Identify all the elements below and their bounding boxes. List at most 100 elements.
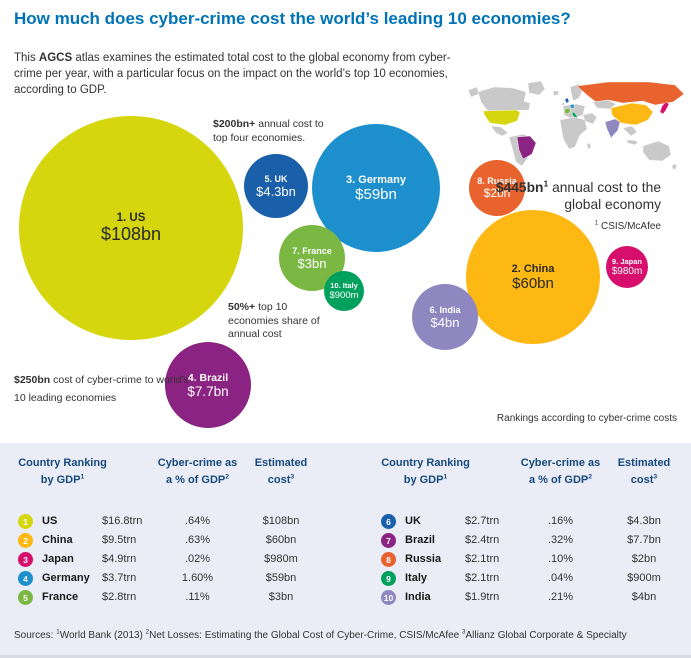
gdp-cell: $1.9trn bbox=[465, 591, 500, 603]
table-row: 8 Russia $2.1trn .10% $2bn bbox=[363, 552, 691, 568]
bubble-china: 2. China $60bn bbox=[466, 210, 600, 344]
bubble-italy-value: $900m bbox=[329, 290, 359, 301]
bubble-brazil-value: $7.7bn bbox=[187, 383, 229, 399]
gdp-cell: $2.4trn bbox=[465, 534, 500, 546]
rank-badge: 1 bbox=[18, 514, 33, 529]
table-row: 10 India $1.9trn .21% $4bn bbox=[363, 590, 691, 606]
table-left: Country Ranking by GDP1 Cyber-crime as a %… bbox=[0, 443, 345, 658]
map-iceland bbox=[552, 90, 560, 97]
map-japan bbox=[659, 101, 670, 115]
table-row: 1 US $16.8trn .64% $108bn bbox=[0, 514, 345, 530]
bubble-russia: 8. Russia $2bn bbox=[469, 160, 525, 216]
table-row: 5 France $2.8trn .11% $3bn bbox=[0, 590, 345, 606]
gdp-cell: $2.1trn bbox=[465, 553, 500, 565]
header-estimated-cost: Estimated cost3 bbox=[245, 455, 317, 488]
rank-badge: 4 bbox=[18, 571, 33, 586]
bubble-germany-value: $59bn bbox=[355, 185, 397, 203]
intro-bold: AGCS bbox=[38, 52, 73, 64]
bubble-china-label: 2. China bbox=[511, 262, 555, 275]
annotation-share-text: top 10 economies share of annual cost bbox=[228, 301, 320, 341]
pct-cell: .21% bbox=[547, 591, 574, 603]
header-pct-gdp-sup: 2 bbox=[225, 472, 230, 480]
sources-item-3: Allianz Global Corporate & Specialty bbox=[465, 630, 627, 641]
bubble-russia-value: $2bn bbox=[483, 186, 511, 200]
annotation-top4-text: annual cost to top four economies. bbox=[213, 118, 324, 144]
annotation-total-bold: $250bn bbox=[14, 374, 51, 386]
gdp-cell: $9.5trn bbox=[102, 534, 137, 546]
rank-badge: 9 bbox=[381, 571, 396, 586]
map-canada bbox=[477, 86, 531, 112]
cost-cell: $4bn bbox=[631, 591, 657, 603]
footnote-sup: 1 bbox=[594, 219, 599, 227]
cost-cell: $980m bbox=[264, 553, 298, 565]
gdp-cell: $16.8trn bbox=[102, 515, 143, 527]
table-row: 7 Brazil $2.4trn .32% $7.7bn bbox=[363, 533, 691, 549]
gdp-cell: $2.8trn bbox=[102, 591, 137, 603]
table-row: 2 China $9.5trn .63% $60bn bbox=[0, 533, 345, 549]
bubble-china-value: $60bn bbox=[512, 274, 554, 292]
country-cell: US bbox=[42, 515, 58, 527]
pct-cell: .02% bbox=[184, 553, 211, 565]
intro-pre: This bbox=[14, 52, 39, 64]
map-australia bbox=[642, 140, 672, 162]
sources-item-1: World Bank (2013) bbox=[59, 630, 146, 641]
annotation-global-bold: $445bn1 bbox=[495, 179, 548, 195]
map-se-asia bbox=[622, 125, 638, 137]
sources-sup-2: 2 bbox=[145, 628, 150, 636]
sources-sup-1: 1 bbox=[56, 628, 60, 636]
bubble-us-value: $108bn bbox=[100, 223, 162, 244]
annotation-global-text: annual cost to the global economy bbox=[548, 180, 661, 213]
header-estimated-cost-line1: Estimated bbox=[254, 457, 308, 469]
title-post: cost the world’s leading 10 economies? bbox=[245, 9, 571, 28]
bubble-italy: 10. Italy $900m bbox=[324, 271, 364, 311]
cost-cell: $4.3bn bbox=[627, 515, 661, 527]
annotation-top4: $200bn+ annual cost to top four economie… bbox=[213, 118, 341, 145]
country-cell: Italy bbox=[405, 572, 428, 584]
map-india bbox=[604, 118, 621, 139]
header-country-ranking-line2: by GDP bbox=[40, 473, 81, 486]
header-estimated-cost-sup: 3 bbox=[290, 472, 295, 480]
table-row: 6 UK $2.7trn .16% $4.3bn bbox=[363, 514, 691, 530]
header-pct-gdp-line2: a % of GDP bbox=[528, 473, 589, 486]
sources-item-2: Net Losses: Estimating the Global Cost o… bbox=[149, 630, 463, 641]
pct-cell: .32% bbox=[547, 534, 574, 546]
map-germany bbox=[569, 103, 575, 109]
table-row: 9 Italy $2.1trn .04% $900m bbox=[363, 571, 691, 587]
rank-badge: 3 bbox=[18, 552, 33, 567]
header-pct-gdp: Cyber-crime as a % of GDP2 bbox=[150, 455, 245, 488]
map-middle-east bbox=[582, 112, 598, 125]
title-pre: How much does bbox=[14, 9, 150, 28]
annotation-global-bold-text: $445bn bbox=[495, 180, 544, 195]
cost-cell: $7.7bn bbox=[627, 534, 661, 546]
bubble-india-label: 6. India bbox=[429, 304, 461, 315]
bubble-india: 6. India $4bn bbox=[412, 284, 478, 350]
header-estimated-cost: Estimated cost3 bbox=[608, 455, 680, 488]
gdp-cell: $4.9trn bbox=[102, 553, 137, 565]
country-cell: Germany bbox=[42, 572, 90, 584]
header-estimated-cost-line2: cost bbox=[630, 473, 654, 486]
country-cell: Russia bbox=[405, 553, 442, 565]
footnote-csis: 1 CSIS/McAfee bbox=[480, 219, 661, 232]
annotation-global: $445bn1 annual cost to the global econom… bbox=[480, 179, 661, 213]
annotation-total: $250bn cost of cyber-crime to world’s 10… bbox=[14, 371, 190, 408]
bubble-russia-label: 8. Russia bbox=[477, 176, 517, 186]
map-africa bbox=[559, 116, 588, 150]
cost-cell: $2bn bbox=[631, 553, 657, 565]
header-pct-gdp-line1: Cyber-crime as bbox=[520, 457, 601, 469]
page-title: How much does cyber-crime cost the world… bbox=[14, 9, 571, 29]
intro-text: This AGCS atlas examines the estimated t… bbox=[14, 50, 466, 98]
pct-cell: .16% bbox=[547, 515, 574, 527]
gdp-cell: $2.7trn bbox=[465, 515, 500, 527]
header-country-ranking: Country Ranking by GDP1 bbox=[10, 455, 115, 488]
bubble-germany: 3. Germany $59bn bbox=[312, 124, 440, 252]
header-pct-gdp-line2: a % of GDP bbox=[165, 473, 226, 486]
cost-cell: $3bn bbox=[268, 591, 294, 603]
header-estimated-cost-line1: Estimated bbox=[617, 457, 671, 469]
title-bold: cyber-crime bbox=[149, 9, 246, 28]
header-estimated-cost-sup: 3 bbox=[653, 472, 658, 480]
map-ireland bbox=[561, 102, 565, 106]
map-central-asia bbox=[592, 99, 617, 110]
bubble-uk-label: 5. UK bbox=[264, 173, 288, 184]
header-country-ranking-sup: 1 bbox=[80, 472, 85, 480]
